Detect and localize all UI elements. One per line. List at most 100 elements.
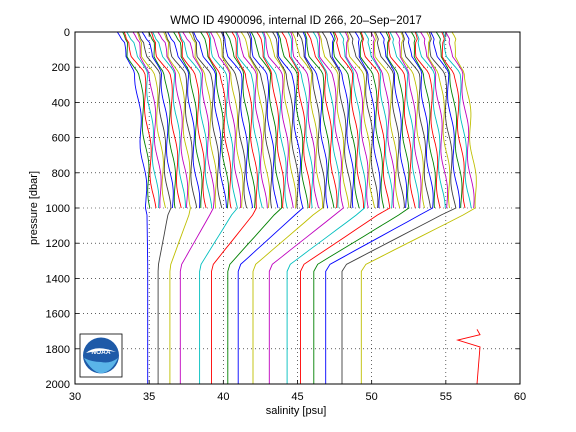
profile-line: [373, 31, 401, 209]
profile-line: [173, 31, 203, 208]
profile-line: [200, 31, 230, 209]
profile-line: [235, 31, 263, 209]
profile-line: [237, 31, 304, 384]
profile-line: [249, 31, 279, 209]
profile-line: [150, 31, 182, 209]
y-tick-label: 1600: [46, 309, 70, 321]
plot-area: [116, 31, 481, 385]
profile-line: [265, 31, 297, 209]
profile-line: [116, 31, 149, 384]
profile-line: [329, 31, 355, 209]
profile-line: [359, 31, 385, 209]
y-tick-label: 1800: [46, 344, 70, 356]
x-tick-label: 30: [69, 391, 81, 403]
profile-line: [157, 31, 189, 209]
grid-lines: [75, 32, 520, 384]
profile-line: [387, 31, 416, 209]
profile-line: [360, 31, 477, 384]
y-tick-label: 400: [52, 97, 70, 109]
y-tick-label: 1200: [46, 238, 70, 250]
profile-line: [191, 31, 223, 209]
profile-line: [395, 31, 422, 208]
profile-line: [370, 31, 395, 209]
profile-line: [126, 31, 160, 209]
profile-line: [321, 31, 352, 209]
x-tick-label: 35: [143, 391, 155, 403]
profile-line: [222, 31, 253, 209]
profile-line: [136, 31, 166, 209]
profile-line: [122, 31, 151, 209]
profile-line: [210, 31, 242, 209]
noaa-logo-text: NOAA: [91, 349, 110, 356]
profile-line: [263, 31, 294, 209]
profile-line: [290, 31, 320, 209]
profile-line: [199, 31, 238, 384]
profile-line: [302, 31, 329, 209]
profile-line: [261, 31, 288, 209]
profile-line: [297, 31, 326, 209]
spike-line: [456, 329, 481, 385]
profile-line: [389, 31, 420, 209]
profile-line: [312, 31, 340, 209]
x-tick-label: 40: [217, 391, 229, 403]
profile-line: [211, 31, 258, 384]
profile-line: [445, 31, 475, 209]
profile-line: [227, 31, 283, 384]
profile-line: [163, 31, 191, 384]
x-tick-label: 60: [514, 391, 526, 403]
y-tick-label: 1000: [46, 203, 70, 215]
profile-line: [215, 31, 244, 208]
y-tick-label: 600: [52, 133, 70, 145]
profile-line: [325, 31, 434, 384]
y-tick-label: 200: [52, 62, 70, 74]
profile-line: [252, 31, 324, 384]
profile-line: [318, 31, 350, 209]
profile-line: [220, 31, 248, 209]
profile-line: [332, 31, 360, 209]
profile-line: [300, 31, 391, 384]
profile-line: [246, 31, 273, 209]
x-tick-label: 50: [366, 391, 378, 403]
profile-line: [333, 31, 364, 208]
profile-line: [141, 31, 174, 209]
chart-title: WMO ID 4900096, internal ID 266, 20–Sep−…: [170, 15, 422, 27]
profile-line: [132, 31, 162, 209]
profile-line: [348, 31, 379, 209]
profile-line: [344, 31, 369, 209]
y-tick-label: 0: [64, 27, 70, 39]
profile-line: [415, 31, 446, 209]
profile-line: [441, 31, 466, 209]
profile-line: [400, 31, 425, 209]
profile-line: [193, 31, 227, 209]
profile-line: [354, 31, 381, 208]
profile-line: [346, 31, 376, 209]
profile-line: [287, 31, 314, 209]
profile-line: [268, 31, 344, 384]
profile-line: [225, 31, 256, 209]
profile-line: [426, 31, 451, 209]
axes: 30 35 40 45 50 55 6002004006008001000120014001…: [46, 27, 527, 403]
profile-line: [148, 31, 176, 209]
profile-line: [281, 31, 311, 209]
profile-line: [306, 31, 338, 209]
y-tick-label: 2000: [46, 379, 70, 391]
profile-line: [152, 31, 186, 208]
profile-line: [137, 31, 172, 384]
profile-line: [420, 31, 449, 209]
profile-line: [277, 31, 309, 209]
profile-line: [401, 31, 431, 209]
profile-line: [236, 31, 268, 209]
profile-line: [256, 31, 285, 209]
profile-line: [410, 31, 436, 209]
profile-line: [178, 31, 213, 209]
profile-line: [167, 31, 201, 209]
profile-line: [313, 31, 410, 384]
noaa-logo-icon: NOAA: [79, 333, 123, 378]
y-tick-label: 1400: [46, 273, 70, 285]
profile-line: [240, 31, 270, 209]
profile-line: [188, 31, 217, 209]
profile-line: [179, 31, 215, 384]
profile-line: [379, 31, 408, 209]
profile-line: [123, 31, 157, 209]
